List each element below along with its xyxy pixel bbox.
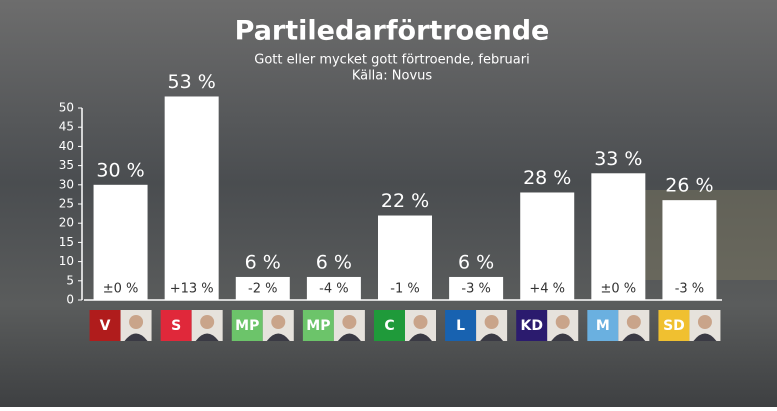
change-label: -1 % bbox=[390, 282, 419, 297]
bar bbox=[378, 215, 432, 300]
bar bbox=[662, 200, 717, 300]
value-label: 33 % bbox=[594, 148, 642, 170]
bar bbox=[591, 173, 646, 300]
party-label: V bbox=[100, 318, 111, 334]
chart-source: Källa: Novus bbox=[352, 69, 433, 84]
y-tick-label: 30 bbox=[59, 177, 74, 191]
leader-head bbox=[413, 315, 428, 329]
leader-head bbox=[484, 315, 499, 329]
party-badge bbox=[445, 310, 477, 341]
party-label: SD bbox=[663, 318, 685, 334]
leader-head bbox=[555, 315, 570, 329]
y-tick-label: 45 bbox=[59, 120, 74, 134]
change-label: +13 % bbox=[170, 282, 214, 297]
bar bbox=[520, 192, 575, 300]
party-label: C bbox=[384, 318, 394, 334]
change-label: -3 % bbox=[675, 282, 704, 297]
value-label: 22 % bbox=[381, 190, 429, 212]
party-badge bbox=[658, 310, 690, 341]
value-label: 28 % bbox=[523, 167, 571, 189]
leader-body bbox=[195, 333, 219, 341]
party-label: MP bbox=[306, 318, 330, 334]
bar bbox=[306, 276, 361, 300]
value-label: 30 % bbox=[96, 159, 144, 181]
leader-body bbox=[124, 333, 148, 341]
party-label: MP bbox=[235, 318, 259, 334]
value-label: 6 % bbox=[316, 251, 352, 273]
leader-head bbox=[626, 315, 641, 329]
y-tick-label: 25 bbox=[59, 197, 74, 211]
party-label: L bbox=[456, 318, 465, 334]
chart-subtitle: Gott eller mycket gott förtroende, febru… bbox=[254, 53, 529, 68]
leader-body bbox=[480, 333, 504, 341]
chart-title: Partiledarförtroende bbox=[235, 16, 550, 47]
bar bbox=[164, 96, 219, 300]
y-tick-label: 5 bbox=[66, 273, 74, 287]
party-badge bbox=[231, 310, 263, 341]
bar bbox=[93, 184, 148, 300]
leader-head bbox=[697, 315, 712, 329]
change-label: +4 % bbox=[529, 282, 565, 297]
leader-body bbox=[337, 333, 361, 341]
leader-head bbox=[129, 315, 144, 329]
y-tick-label: 10 bbox=[59, 254, 74, 268]
change-label: -2 % bbox=[248, 282, 277, 297]
value-label: 26 % bbox=[665, 175, 713, 197]
party-badge bbox=[302, 310, 334, 341]
leader-body bbox=[693, 333, 717, 341]
leader-body bbox=[551, 333, 575, 341]
y-tick-label: 20 bbox=[59, 216, 74, 230]
y-tick-label: 35 bbox=[59, 158, 74, 172]
y-tick-label: 0 bbox=[66, 293, 74, 307]
party-label: S bbox=[171, 318, 181, 334]
bar bbox=[449, 276, 504, 300]
value-label: 6 % bbox=[458, 251, 494, 273]
value-label: 6 % bbox=[245, 251, 281, 273]
bar bbox=[235, 276, 290, 300]
y-tick-label: 50 bbox=[59, 101, 74, 115]
party-badge bbox=[587, 310, 619, 341]
leader-head bbox=[342, 315, 357, 329]
change-label: ±0 % bbox=[601, 282, 637, 297]
party-label: M bbox=[596, 318, 610, 334]
party-badge bbox=[374, 310, 405, 341]
change-label: ±0 % bbox=[103, 282, 139, 297]
value-label: 53 % bbox=[168, 71, 216, 93]
leader-body bbox=[266, 333, 290, 341]
party-badge bbox=[516, 310, 548, 341]
party-badge bbox=[160, 310, 192, 341]
y-tick-label: 40 bbox=[59, 139, 74, 153]
leader-body bbox=[622, 333, 646, 341]
change-label: -4 % bbox=[319, 282, 348, 297]
party-label: KD bbox=[520, 318, 542, 334]
leader-body bbox=[409, 333, 432, 341]
party-badge bbox=[89, 310, 121, 341]
y-tick-label: 15 bbox=[59, 235, 74, 249]
change-label: -3 % bbox=[461, 282, 490, 297]
leader-head bbox=[200, 315, 215, 329]
leader-head bbox=[271, 315, 286, 329]
